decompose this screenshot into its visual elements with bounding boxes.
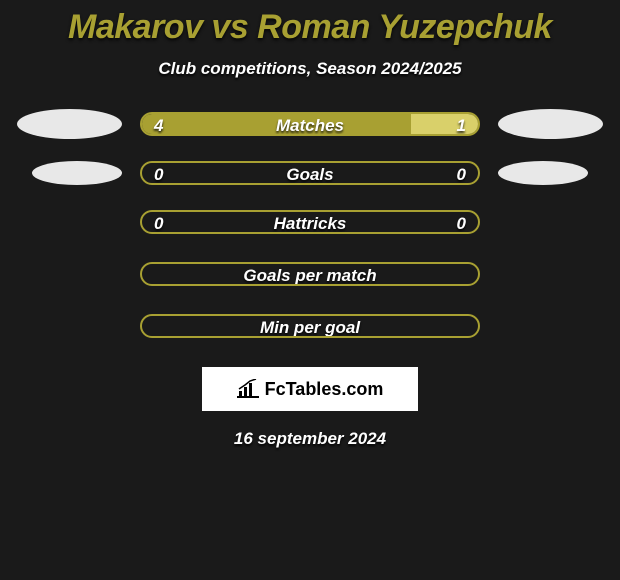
player-right-marker xyxy=(498,161,588,185)
stat-bar: 00Hattricks xyxy=(140,210,480,234)
chart-icon xyxy=(237,379,259,399)
player-right-marker xyxy=(498,109,603,139)
stat-label: Matches xyxy=(142,114,478,136)
stat-bar: Min per goal xyxy=(140,314,480,338)
player-left-marker xyxy=(17,109,122,139)
stat-label: Min per goal xyxy=(142,316,478,338)
date-line: 16 september 2024 xyxy=(0,429,620,449)
stat-row: 00Goals xyxy=(0,161,620,185)
stat-bar: 41Matches xyxy=(140,112,480,136)
comparison-card: Makarov vs Roman Yuzepchuk Club competit… xyxy=(0,0,620,449)
stat-label: Hattricks xyxy=(142,212,478,234)
stat-row: 41Matches xyxy=(0,109,620,139)
subtitle: Club competitions, Season 2024/2025 xyxy=(0,59,620,79)
stat-row: 00Hattricks xyxy=(0,207,620,237)
stat-row: Goals per match xyxy=(0,259,620,289)
stat-label: Goals xyxy=(142,163,478,185)
stat-bar: 00Goals xyxy=(140,161,480,185)
brand-badge[interactable]: FcTables.com xyxy=(202,367,418,411)
stat-row: Min per goal xyxy=(0,311,620,341)
brand-text: FcTables.com xyxy=(265,379,384,400)
player-left-marker xyxy=(32,161,122,185)
page-title: Makarov vs Roman Yuzepchuk xyxy=(0,8,620,47)
stat-rows: 41Matches 00Goals 00Hattricks Goals per mat… xyxy=(0,109,620,341)
stat-bar: Goals per match xyxy=(140,262,480,286)
stat-label: Goals per match xyxy=(142,264,478,286)
